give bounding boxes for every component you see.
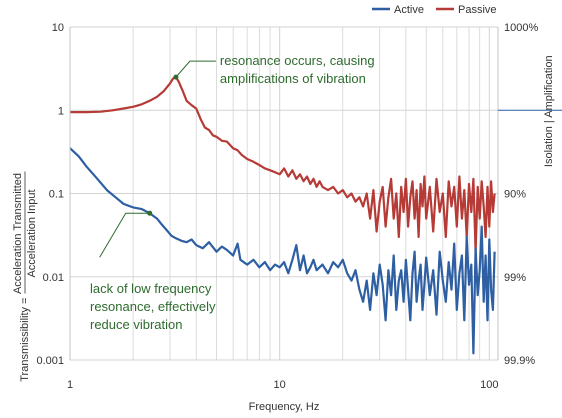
y-axis-title-numerator: Acceleration Transmitted: [12, 173, 24, 294]
legend: Active Passive: [372, 4, 497, 16]
legend-label-active: Active: [394, 4, 424, 16]
y-tick-label: 0.001: [36, 355, 64, 367]
annotation-text-low-frequency: resonance, effectively: [90, 299, 216, 314]
annotation-leader-low-frequency: [99, 212, 150, 258]
annotation-marker-low-frequency: [147, 210, 153, 216]
annotation-marker-resonance: [173, 74, 179, 80]
series-lines: [69, 75, 496, 355]
y-tick-label: 1: [58, 105, 64, 117]
x-axis-title: Frequency, Hz: [249, 401, 320, 413]
x-tick-label: 10: [274, 379, 286, 391]
series-line-passive: [70, 75, 496, 253]
annotation-text-low-frequency: reduce vibration: [90, 317, 183, 332]
annotations: resonance occurs, causing amplifications …: [90, 53, 375, 332]
axes: 1 10 100 10 1 0.1 0.01 0.001 1000% 90% 99% 99.9% Fre…: [12, 22, 562, 413]
x-tick-label: 100: [480, 379, 498, 391]
y2-tick-label: 90%: [504, 189, 526, 201]
y2-tick-label: 99%: [504, 272, 526, 284]
series-line-active: [69, 147, 496, 355]
annotation-text-resonance: resonance occurs, causing: [220, 53, 375, 68]
x-tick-label: 1: [67, 379, 73, 391]
annotation-text-low-frequency: lack of low frequency: [90, 281, 212, 296]
y-axis-title: Acceleration Transmitted Acceleration Inp…: [12, 171, 38, 382]
y2-tick-label: 1000%: [504, 22, 538, 34]
legend-label-passive: Passive: [458, 4, 497, 16]
y-tick-label: 0.01: [43, 272, 64, 284]
y2-tick-label: 99.9%: [504, 355, 535, 367]
annotation-leader-resonance: [175, 60, 216, 78]
y-tick-label: 10: [52, 22, 64, 34]
y-axis-title-denominator: Acceleration Input: [26, 189, 38, 277]
y2-axis-title: Isolation | Amplification: [543, 55, 555, 167]
annotation-text-resonance: amplifications of vibration: [220, 71, 366, 86]
y-axis-title-prefix: Transmissibility =: [19, 298, 31, 382]
y-tick-label: 0.1: [49, 189, 64, 201]
